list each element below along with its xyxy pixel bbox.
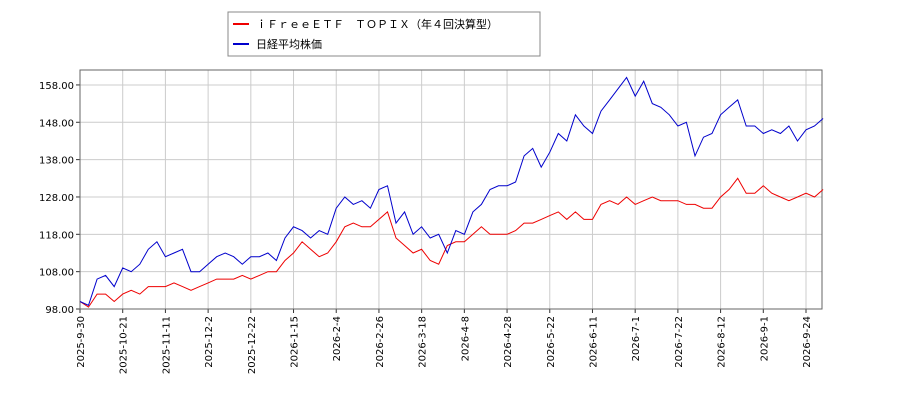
x-tick-label: 2026-2-4 — [332, 316, 343, 361]
x-tick-label: 2025-11-11 — [161, 316, 172, 374]
x-tick-label: 2026-7-22 — [674, 316, 685, 368]
y-tick-label: 98.00 — [45, 305, 74, 316]
y-tick-label: 138.00 — [39, 156, 74, 167]
legend-label: ｉＦｒｅｅＥＴＦ ＴＯＰＩＸ（年４回決算型） — [256, 17, 498, 31]
y-tick-label: 108.00 — [39, 268, 74, 279]
x-tick-label: 2025-12-22 — [247, 316, 258, 374]
x-tick-label: 2025-12-2 — [204, 316, 215, 368]
x-tick-label: 2026-4-28 — [503, 316, 514, 368]
plot-area — [80, 70, 822, 309]
series-line — [79, 76, 824, 306]
plot-frame — [79, 69, 823, 310]
y-tick-label: 158.00 — [39, 81, 74, 92]
legend-box — [227, 11, 541, 57]
y-tick-label: 148.00 — [39, 118, 74, 129]
x-tick-label: 2026-9-24 — [802, 316, 813, 368]
y-tick-label: 128.00 — [39, 193, 74, 204]
x-tick-label: 2026-7-1 — [631, 316, 642, 361]
x-tick-label: 2026-1-15 — [290, 316, 301, 368]
x-tick-label: 2026-2-26 — [375, 316, 386, 368]
x-tick-label: 2025-10-21 — [119, 316, 130, 374]
x-tick-label: 2026-5-22 — [546, 316, 557, 368]
series-line — [79, 177, 824, 308]
x-tick-label: 2026-3-18 — [418, 316, 429, 368]
x-tick-label: 2025-9-30 — [76, 316, 87, 368]
x-tick-label: 2026-9-1 — [759, 316, 770, 361]
x-tick-label: 2026-4-8 — [460, 316, 471, 361]
x-tick-label: 2026-6-11 — [588, 316, 599, 368]
legend-label: 日経平均株価 — [256, 37, 322, 51]
y-tick-label: 118.00 — [39, 230, 74, 241]
x-tick-label: 2026-8-12 — [717, 316, 728, 368]
